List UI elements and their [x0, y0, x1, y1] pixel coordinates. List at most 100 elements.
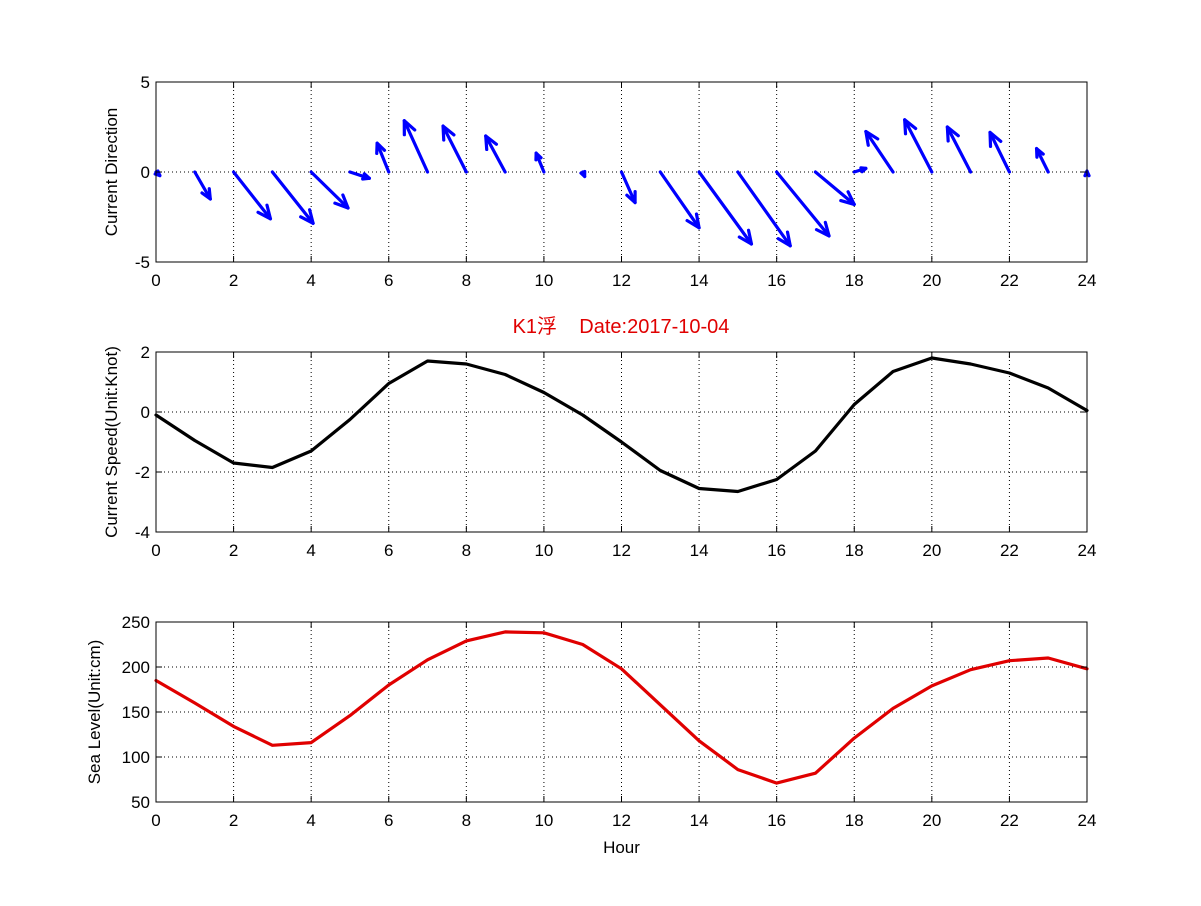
- direction-xtick-label: 0: [151, 271, 160, 290]
- direction-xtick-label: 2: [229, 271, 238, 290]
- direction-arrow-14: [697, 170, 754, 246]
- arrow-head: [299, 208, 315, 225]
- arrow-shaft: [775, 170, 831, 238]
- direction-arrow-20: [903, 118, 934, 174]
- sealevel-xtick-label: 10: [534, 811, 553, 830]
- speed-ytick-label: -4: [135, 523, 150, 542]
- direction-xtick-label: 22: [1000, 271, 1019, 290]
- sealevel-xlabel: Hour: [603, 838, 640, 857]
- arrow-head: [361, 172, 371, 181]
- arrow-head: [839, 190, 856, 206]
- speed-xtick-label: 16: [767, 541, 786, 560]
- direction-xtick-label: 14: [690, 271, 709, 290]
- arrow-shaft: [231, 170, 273, 221]
- sealevel-ylabel: Sea Level(Unit:cm): [85, 640, 104, 785]
- speed-xtick-label: 8: [462, 541, 471, 560]
- sealevel-xtick-label: 4: [306, 811, 315, 830]
- sealevel-xtick-label: 22: [1000, 811, 1019, 830]
- arrow-head: [534, 151, 543, 162]
- arrow-shaft: [1034, 147, 1050, 174]
- sealevel-ytick-label: 150: [122, 703, 150, 722]
- direction-arrow-22: [988, 130, 1012, 174]
- direction-arrow-19: [864, 129, 895, 174]
- arrow-shaft: [619, 170, 637, 205]
- direction-arrow-10: [534, 151, 546, 174]
- arrow-head: [814, 220, 831, 238]
- arrow-shaft: [309, 170, 350, 210]
- arrow-head: [988, 130, 1003, 148]
- arrow-head: [903, 118, 918, 136]
- speed-ytick-label: 2: [141, 343, 150, 362]
- arrow-shaft: [697, 170, 754, 246]
- direction-arrow-4: [309, 170, 350, 210]
- direction-ytick-label: 5: [141, 73, 150, 92]
- speed-xtick-label: 14: [690, 541, 709, 560]
- arrow-head: [579, 169, 587, 179]
- direction-ylabel: Current Direction: [102, 108, 121, 237]
- speed-title: K1浮 Date:2017-10-04: [513, 315, 730, 338]
- speed-xtick-label: 2: [229, 541, 238, 560]
- sealevel-xtick-label: 24: [1078, 811, 1097, 830]
- direction-arrow-0: [153, 169, 162, 178]
- direction-arrow-7: [402, 119, 430, 174]
- arrow-shaft: [945, 125, 973, 174]
- speed-ytick-label: 0: [141, 403, 150, 422]
- speed-xtick-label: 20: [922, 541, 941, 560]
- speed-xtick-label: 12: [612, 541, 631, 560]
- speed-ytick-label: -2: [135, 463, 150, 482]
- speed-xtick-label: 24: [1078, 541, 1097, 560]
- arrow-shaft: [736, 170, 792, 248]
- direction-arrow-1: [193, 170, 212, 201]
- sealevel-xtick-label: 14: [690, 811, 709, 830]
- arrow-shaft: [193, 170, 212, 201]
- direction-xtick-label: 20: [922, 271, 941, 290]
- sealevel-ytick-label: 200: [122, 658, 150, 677]
- arrow-head: [945, 125, 960, 143]
- direction-arrow-9: [484, 134, 507, 174]
- arrow-head: [256, 203, 273, 221]
- arrow-head: [484, 134, 499, 152]
- direction-arrow-18: [852, 166, 868, 174]
- direction-arrow-8: [441, 124, 468, 174]
- speed-xtick-label: 18: [845, 541, 864, 560]
- direction-arrow-15: [736, 170, 792, 248]
- arrow-head: [776, 230, 792, 248]
- sealevel-xtick-label: 2: [229, 811, 238, 830]
- direction-xtick-label: 10: [534, 271, 553, 290]
- arrow-head: [1034, 147, 1045, 159]
- sealevel-xtick-label: 6: [384, 811, 393, 830]
- direction-arrow-5: [348, 170, 371, 181]
- direction-xtick-label: 6: [384, 271, 393, 290]
- arrow-shaft: [903, 118, 934, 174]
- sealevel-xtick-label: 16: [767, 811, 786, 830]
- direction-arrow-16: [775, 170, 831, 238]
- direction-xtick-label: 24: [1078, 271, 1097, 290]
- arrow-shaft: [658, 170, 701, 230]
- speed-xtick-label: 10: [534, 541, 553, 560]
- direction-xtick-label: 4: [306, 271, 315, 290]
- arrow-shaft: [270, 170, 315, 225]
- direction-ytick-label: 0: [141, 163, 150, 182]
- arrow-head: [402, 119, 417, 137]
- sealevel-xtick-label: 12: [612, 811, 631, 830]
- arrow-head: [685, 212, 701, 230]
- arrow-shaft: [864, 129, 895, 174]
- direction-arrow-3: [270, 170, 315, 225]
- sealevel-series-line: [154, 630, 1089, 785]
- speed-xtick-label: 0: [151, 541, 160, 560]
- speed-xtick-label: 4: [306, 541, 315, 560]
- arrow-head: [625, 189, 637, 205]
- direction-arrow-23: [1034, 147, 1050, 174]
- arrow-shaft: [375, 141, 391, 174]
- speed-xtick-label: 22: [1000, 541, 1019, 560]
- arrow-shaft: [402, 119, 430, 174]
- direction-ytick-label: -5: [135, 253, 150, 272]
- sealevel-xtick-label: 20: [922, 811, 941, 830]
- arrow-head: [200, 187, 212, 201]
- sealevel-xtick-label: 18: [845, 811, 864, 830]
- direction-xtick-label: 8: [462, 271, 471, 290]
